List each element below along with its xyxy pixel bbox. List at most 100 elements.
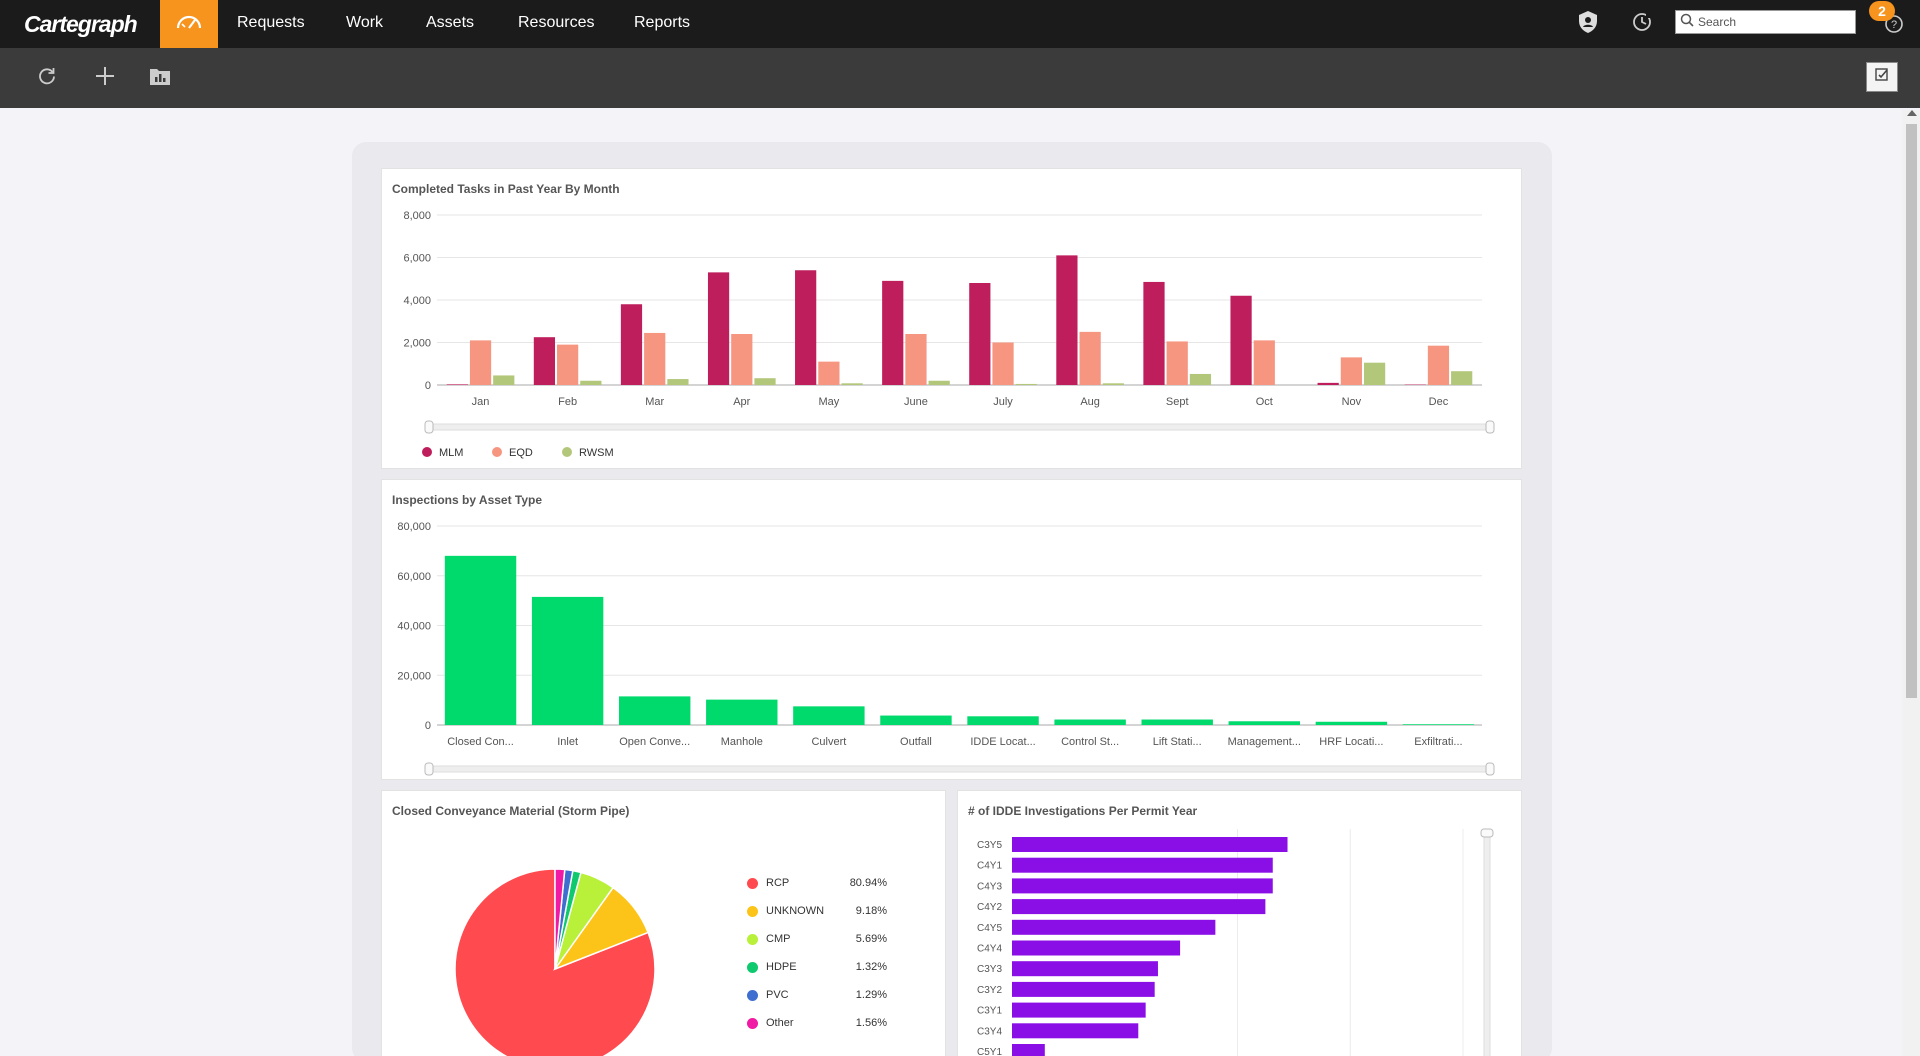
- y-tick-label: C4Y1: [977, 861, 1002, 872]
- bar: [707, 272, 730, 385]
- home-dashboard-tab[interactable]: [160, 0, 218, 48]
- bar: [967, 716, 1039, 725]
- svg-text:?: ?: [1891, 19, 1897, 31]
- bar: [557, 344, 579, 385]
- search-box[interactable]: [1675, 10, 1856, 34]
- material-card: Closed Conveyance Material (Storm Pipe) …: [381, 790, 946, 1056]
- dashboard-library-button[interactable]: [144, 62, 176, 94]
- bar: [1012, 1002, 1146, 1018]
- bar: [493, 375, 515, 385]
- x-tick-label: Outfall: [900, 736, 932, 748]
- y-tick-label: C3Y2: [977, 985, 1002, 996]
- search-input[interactable]: [1698, 15, 1848, 29]
- y-tick-label: C3Y4: [977, 1026, 1002, 1037]
- x-tick-label: July: [993, 396, 1013, 408]
- legend-marker: [747, 905, 758, 917]
- bar: [882, 280, 904, 385]
- bar: [1012, 1023, 1139, 1039]
- x-tick-label: Management...: [1228, 736, 1301, 748]
- x-tick-label: Aug: [1080, 396, 1100, 408]
- nav-assets[interactable]: Assets: [426, 14, 475, 31]
- pie-legend-item[interactable]: PVC 1.29%: [747, 981, 887, 1009]
- x-tick-label: Dec: [1429, 396, 1449, 408]
- logo: Cartegraph: [24, 11, 138, 37]
- bar: [619, 696, 691, 725]
- idde-bar-chart: C3Y5 C4Y1 C4Y3 C4Y2 C4Y5 C4Y4 C3Y3 C3Y2 C3Y1 C3Y4…: [977, 828, 1494, 1056]
- bar: [1012, 899, 1266, 915]
- refresh-button[interactable]: [31, 62, 63, 94]
- bar: [444, 555, 517, 725]
- bar: [1012, 878, 1273, 894]
- pie-legend-item[interactable]: HDPE 1.32%: [747, 953, 887, 981]
- x-tick-label: IDDE Locat...: [970, 736, 1035, 748]
- pie-legend-item[interactable]: UNKNOWN 9.18%: [747, 897, 887, 925]
- x-tick-label: Apr: [733, 396, 750, 408]
- legend-marker: [747, 877, 758, 889]
- y-tick-label: C4Y4: [977, 944, 1002, 955]
- notification-badge[interactable]: 2: [1869, 1, 1895, 21]
- shield-icon: [1577, 10, 1599, 39]
- idde-card: # of IDDE Investigations Per Permit Year…: [957, 790, 1522, 1056]
- x-tick-label: HRF Locati...: [1319, 736, 1383, 748]
- bar: [1166, 341, 1188, 385]
- card-title: Closed Conveyance Material (Storm Pipe): [392, 804, 630, 818]
- bar: [905, 334, 927, 385]
- x-tick-label: Lift Stati...: [1153, 736, 1202, 748]
- y-tick-label: 4,000: [403, 295, 431, 307]
- bar: [533, 337, 556, 385]
- checklist-button[interactable]: [1866, 62, 1898, 92]
- bar: [446, 384, 468, 385]
- bar: [1012, 940, 1181, 956]
- inspections-card: Inspections by Asset Type 0 20,000 40,000 6…: [381, 479, 1522, 780]
- bar: [1015, 383, 1037, 385]
- bar: [1402, 724, 1475, 725]
- pie-legend-item[interactable]: Other 1.56%: [747, 1009, 887, 1037]
- y-tick-label: C3Y5: [977, 840, 1002, 851]
- scroll-up-arrow[interactable]: [1907, 110, 1917, 116]
- page-scrollbar-thumb[interactable]: [1906, 124, 1917, 698]
- bar: [667, 379, 689, 385]
- legend-label: CMP: [766, 933, 791, 945]
- nav-reports[interactable]: Reports: [634, 14, 691, 31]
- security-button[interactable]: [1574, 10, 1602, 38]
- legend-marker: [747, 1017, 758, 1029]
- card-title: Inspections by Asset Type: [392, 493, 543, 507]
- legend-marker: [747, 961, 758, 973]
- nav-resources[interactable]: Resources: [518, 14, 595, 31]
- legend-percent: 80.94%: [849, 877, 887, 889]
- x-tick-label: Feb: [558, 396, 577, 408]
- pie-legend-item[interactable]: RCP 80.94%: [747, 869, 887, 897]
- nav-requests[interactable]: Requests: [237, 14, 305, 31]
- help-button[interactable]: ?: [1880, 12, 1908, 40]
- slider-handle: [1480, 828, 1494, 838]
- legend-marker: [747, 933, 758, 945]
- x-tick-label: Control St...: [1061, 736, 1119, 748]
- history-button[interactable]: [1628, 10, 1656, 38]
- bar: [644, 332, 666, 385]
- history-clock-icon: [1631, 11, 1653, 38]
- bar: [1189, 373, 1212, 385]
- x-tick-label: May: [818, 396, 839, 408]
- bar: [706, 699, 778, 725]
- bar: [1427, 345, 1450, 385]
- bar: [1054, 719, 1126, 725]
- bar: [531, 596, 604, 725]
- bar: [969, 283, 991, 385]
- refresh-icon: [37, 66, 57, 91]
- add-button[interactable]: [89, 62, 121, 94]
- nav-work[interactable]: Work: [346, 14, 384, 31]
- y-tick-label: 8,000: [403, 210, 431, 222]
- pie-legend-item[interactable]: CMP 5.69%: [747, 925, 887, 953]
- pie-slice: [554, 868, 566, 970]
- card-title: # of IDDE Investigations Per Permit Year: [968, 804, 1198, 818]
- y-tick-label: C3Y3: [977, 964, 1002, 975]
- zoom-slider: [1483, 832, 1491, 1056]
- legend-percent: 1.29%: [855, 989, 887, 1001]
- slider-handle: [1485, 420, 1495, 434]
- y-tick-label: C4Y3: [977, 881, 1002, 892]
- x-tick-label: Jan: [472, 396, 490, 408]
- folder-chart-icon: [149, 66, 171, 91]
- x-tick-label: Exfiltrati...: [1414, 736, 1462, 748]
- bar: [880, 715, 952, 725]
- bar: [1451, 371, 1473, 385]
